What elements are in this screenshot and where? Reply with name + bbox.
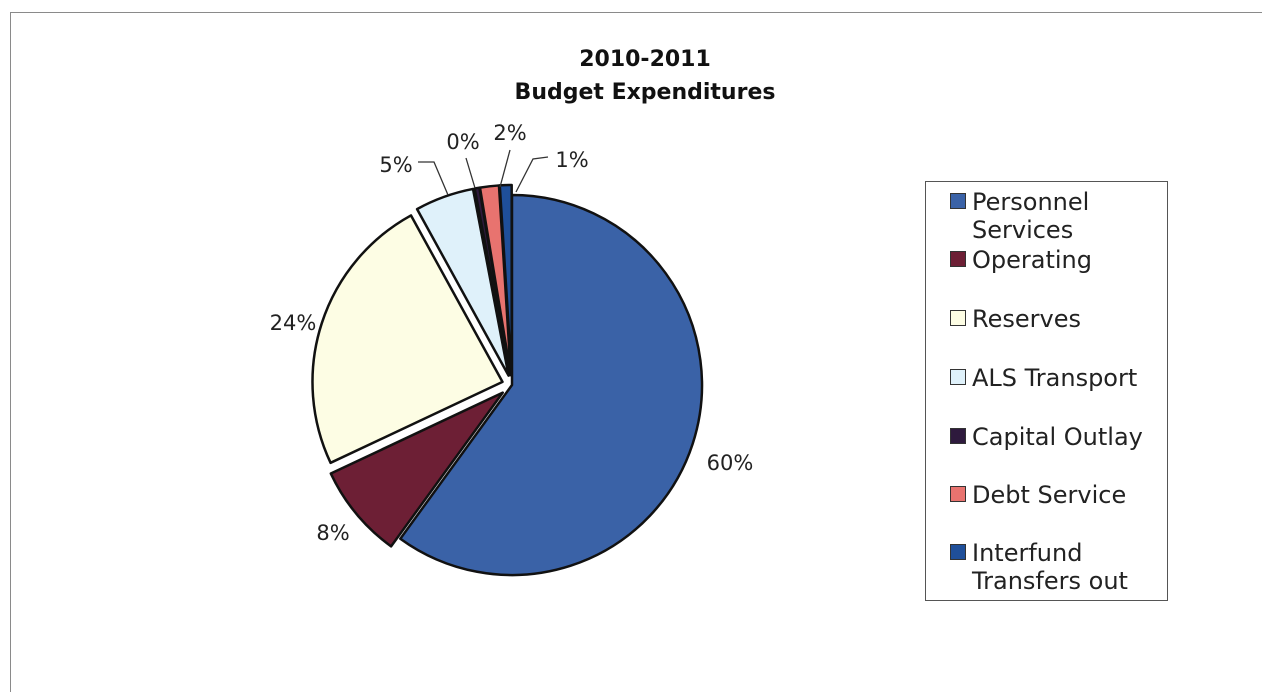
chart-title: 2010-2011	[579, 47, 711, 72]
pie-slice-personnel-services	[399, 193, 704, 577]
data-label-personnel-services: 60%	[707, 451, 754, 475]
legend-item-personnel-services: Personnel Services	[950, 188, 1162, 244]
legend-swatch	[950, 544, 966, 560]
legend-label: ALS Transport	[972, 364, 1138, 392]
legend-label: Operating	[972, 246, 1092, 274]
leader-lines	[418, 149, 549, 196]
data-label-reserves: 24%	[270, 311, 317, 335]
chart-subtitle: Budget Expenditures	[515, 80, 776, 105]
pie-slice-reserves	[311, 214, 504, 465]
data-label-als-transport: 5%	[379, 153, 412, 177]
data-label-capital-outlay: 0%	[446, 130, 479, 154]
legend-swatch	[950, 251, 966, 267]
pie-slices	[311, 183, 704, 577]
pie-slice-operating	[329, 391, 505, 548]
data-label-debt-service: 2%	[493, 121, 526, 145]
legend-swatch	[950, 369, 966, 385]
legend-swatch	[950, 486, 966, 502]
legend-label: Reserves	[972, 305, 1081, 333]
data-labels: 60% 8% 24% 5% 0% 2% 1%	[270, 121, 754, 545]
legend-label: Capital Outlay	[972, 423, 1143, 451]
data-label-operating: 8%	[316, 521, 349, 545]
legend-item-als-transport: ALS Transport	[950, 364, 1162, 392]
legend-swatch	[950, 428, 966, 444]
leader-line	[499, 149, 511, 188]
legend-item-debt-service: Debt Service	[950, 481, 1162, 509]
legend-item-capital-outlay: Capital Outlay	[950, 423, 1162, 451]
leader-line	[418, 161, 449, 196]
legend-swatch	[950, 310, 966, 326]
legend-swatch	[950, 193, 966, 209]
legend-label: Personnel Services	[972, 188, 1090, 244]
data-label-interfund-transfers-out: 1%	[555, 148, 588, 172]
pie-slice-interfund-transfers-out	[498, 183, 513, 377]
leader-line	[515, 156, 549, 193]
legend-label: Interfund Transfers out	[972, 539, 1128, 595]
legend-item-interfund-transfers-out: Interfund Transfers out	[950, 539, 1162, 595]
legend-item-reserves: Reserves	[950, 305, 1162, 333]
legend-label: Debt Service	[972, 481, 1127, 509]
leader-line	[465, 157, 476, 189]
chart-legend: Personnel Services Operating Reserves AL…	[925, 181, 1168, 601]
chart-frame	[10, 12, 1262, 692]
legend-item-operating: Operating	[950, 246, 1162, 274]
pie-slice-als-transport	[415, 187, 510, 377]
